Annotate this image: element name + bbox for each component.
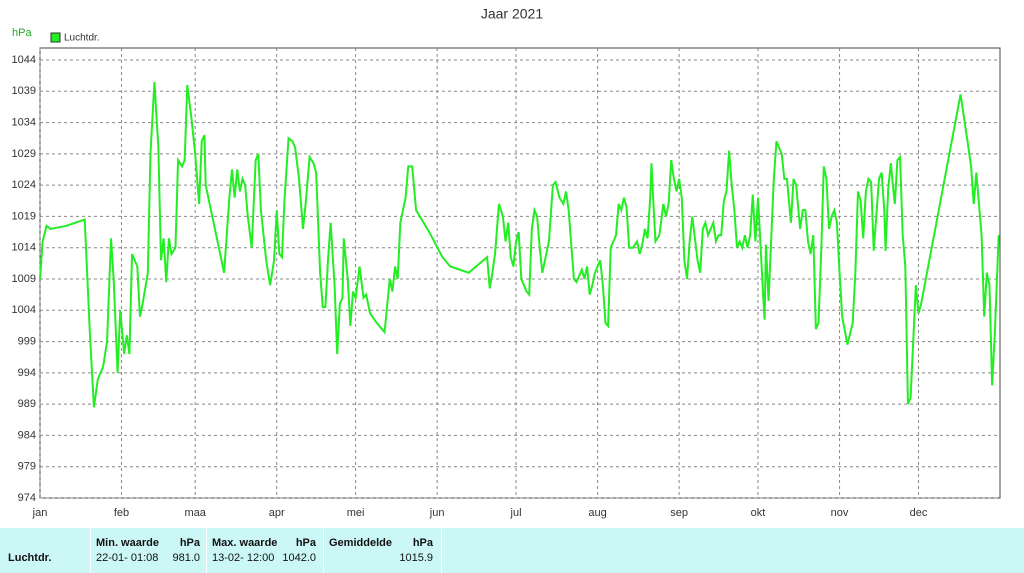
table-column: Gemiddelde hPa 1015.9 [323,528,441,573]
table-column [441,528,442,573]
header-unit: hPa [412,537,433,549]
chart: Jaar 2021 hPa 974 979 984 989 994 999 1004 1009… [12,6,1001,519]
y-tick-label: 1014 [12,242,36,254]
row-label: Luchtdr. [8,552,52,564]
y-tick-label: 1039 [12,85,36,97]
x-tick-label: jan [32,507,48,519]
cell-value: 1042.0 [282,552,316,564]
y-tick-label: 974 [18,492,36,504]
x-tick-label: mei [347,507,365,519]
y-tick-label: 1009 [12,273,36,285]
y-tick-label: 1044 [12,54,36,66]
y-tick-label: 989 [18,398,36,410]
table-column: Min. waarde hPa 22-01- 01:08 981.0 [90,528,208,573]
cell-time: 22-01- 01:08 [96,552,159,564]
y-tick-label: 984 [18,429,36,441]
legend-label: Luchtdr. [64,33,100,44]
table-column: Max. waarde hPa 13-02- 12:00 1042.0 [206,528,324,573]
x-tick-label: apr [269,507,285,519]
header-unit: hPa [295,537,316,549]
y-tick-label: 1004 [12,304,36,316]
y-tick-label: 979 [18,461,36,473]
cell-time: 13-02- 12:00 [212,552,275,564]
y-tick-label: 1024 [12,179,36,191]
y-axis-label: hPa [12,27,32,39]
x-tick-label: aug [588,507,606,519]
chart-title: Jaar 2021 [481,6,543,22]
y-tick-label: 1034 [12,116,36,128]
data-line [39,81,1000,408]
x-tick-label: feb [114,507,129,519]
cell-value: 1015.9 [399,552,433,564]
header-label: Max. waarde [212,537,278,549]
header-label: Min. waarde [96,537,159,549]
x-tick-label: jun [429,507,445,519]
legend-swatch [50,32,61,43]
x-tick-label: dec [910,507,928,519]
x-tick-label: sep [670,507,688,519]
x-tick-label: jul [510,507,522,519]
stats-table: Luchtdr. Min. waarde hPa 22-01- 01:08 981.0 M… [0,528,1024,573]
y-tick-label: 994 [18,367,36,379]
y-tick-label: 1019 [12,210,36,222]
cell-value: 981.0 [172,552,200,564]
x-tick-label: maa [184,507,206,519]
x-tick-label: nov [831,507,849,519]
y-tick-label: 999 [18,335,36,347]
header-unit: hPa [179,537,200,549]
y-tick-label: 1029 [12,148,36,160]
header-label: Gemiddelde [329,537,392,549]
x-tick-label: okt [751,507,766,519]
